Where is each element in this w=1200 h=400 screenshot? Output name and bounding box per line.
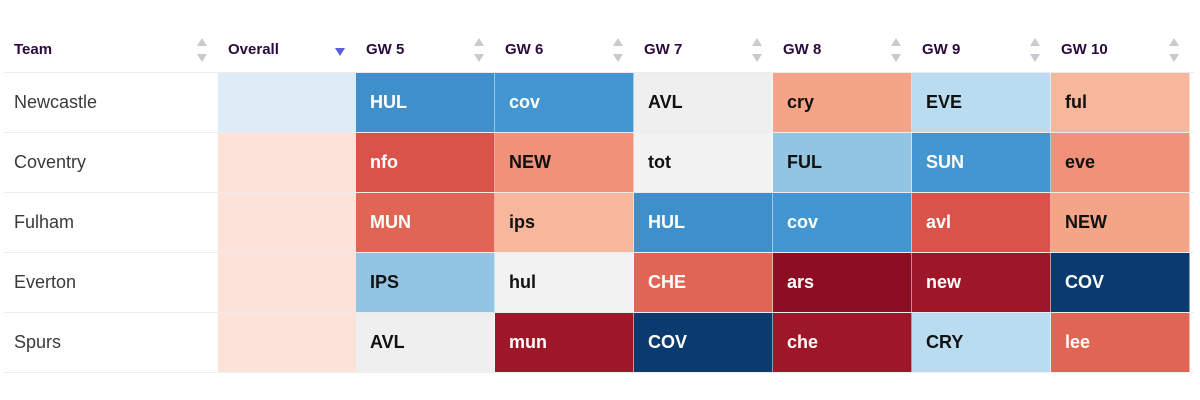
fixture-cell: ful	[1051, 73, 1190, 132]
table-header: Team Overall GW 5 GW 6	[4, 28, 1194, 73]
column-header-gw6[interactable]: GW 6	[495, 28, 634, 72]
column-header-overall[interactable]: Overall	[218, 28, 356, 72]
fixture-cell: CHE	[634, 253, 773, 312]
column-header-team-label: Team	[14, 41, 53, 58]
table-row: Everton IPS hul CHE ars new COV	[4, 253, 1194, 313]
team-name: Everton	[14, 272, 77, 292]
fixture-cell: hul	[495, 253, 634, 312]
column-header-team[interactable]: Team	[4, 28, 218, 72]
column-header-overall-label: Overall	[228, 41, 279, 58]
fixture-cell: ars	[773, 253, 912, 312]
table-row: Fulham MUN ips HUL cov avl NEW	[4, 193, 1194, 253]
sort-icon[interactable]	[1029, 36, 1041, 64]
fixture-cell: nfo	[356, 133, 495, 192]
overall-difficulty-cell	[218, 193, 356, 252]
fixture-cell: AVL	[634, 73, 773, 132]
sort-icon[interactable]	[612, 36, 624, 64]
fixture-cell: eve	[1051, 133, 1190, 192]
column-header-gw5-label: GW 5	[366, 41, 405, 58]
fixture-cell: cov	[495, 73, 634, 132]
overall-difficulty-cell	[218, 313, 356, 372]
column-header-gw5[interactable]: GW 5	[356, 28, 495, 72]
fixture-cell: IPS	[356, 253, 495, 312]
fixture-cell: cry	[773, 73, 912, 132]
column-header-gw7[interactable]: GW 7	[634, 28, 773, 72]
table-row: Coventry nfo NEW tot FUL SUN eve	[4, 133, 1194, 193]
team-name: Coventry	[14, 152, 87, 172]
fixture-cell: COV	[634, 313, 773, 372]
column-header-gw8-label: GW 8	[783, 41, 822, 58]
fixture-cell: EVE	[912, 73, 1051, 132]
column-header-gw10[interactable]: GW 10	[1051, 28, 1190, 72]
fixture-cell: che	[773, 313, 912, 372]
fixture-cell: COV	[1051, 253, 1190, 312]
fixture-cell: FUL	[773, 133, 912, 192]
column-header-gw8[interactable]: GW 8	[773, 28, 912, 72]
fixture-cell: NEW	[1051, 193, 1190, 252]
sort-descending-icon[interactable]	[334, 36, 346, 64]
fixture-cell: mun	[495, 313, 634, 372]
fixture-cell: CRY	[912, 313, 1051, 372]
sort-icon[interactable]	[196, 36, 208, 64]
overall-difficulty-cell	[218, 253, 356, 312]
fixture-cell: new	[912, 253, 1051, 312]
column-header-gw9[interactable]: GW 9	[912, 28, 1051, 72]
column-header-gw9-label: GW 9	[922, 41, 961, 58]
team-name: Newcastle	[14, 92, 98, 112]
sort-icon[interactable]	[473, 36, 485, 64]
table-row: Newcastle HUL cov AVL cry EVE ful	[4, 73, 1194, 133]
fixture-cell: HUL	[356, 73, 495, 132]
fixture-cell: tot	[634, 133, 773, 192]
fixture-cell: lee	[1051, 313, 1190, 372]
fixture-cell: SUN	[912, 133, 1051, 192]
table-row: Spurs AVL mun COV che CRY lee	[4, 313, 1194, 373]
team-name: Fulham	[14, 212, 75, 232]
fixture-cell: NEW	[495, 133, 634, 192]
fixture-cell: MUN	[356, 193, 495, 252]
team-name: Spurs	[14, 332, 62, 352]
fixture-cell: ips	[495, 193, 634, 252]
overall-difficulty-cell	[218, 133, 356, 192]
sort-icon[interactable]	[890, 36, 902, 64]
column-header-gw10-label: GW 10	[1061, 41, 1108, 58]
sort-icon[interactable]	[1168, 36, 1180, 64]
column-header-gw7-label: GW 7	[644, 41, 683, 58]
fixture-cell: cov	[773, 193, 912, 252]
column-header-gw6-label: GW 6	[505, 41, 544, 58]
overall-difficulty-cell	[218, 73, 356, 132]
table-body: Newcastle HUL cov AVL cry EVE ful Coventry nfo NE…	[4, 73, 1194, 373]
fixture-cell: avl	[912, 193, 1051, 252]
fixture-cell: HUL	[634, 193, 773, 252]
fixture-difficulty-table: Team Overall GW 5 GW 6	[4, 28, 1194, 373]
sort-icon[interactable]	[751, 36, 763, 64]
fixture-cell: AVL	[356, 313, 495, 372]
